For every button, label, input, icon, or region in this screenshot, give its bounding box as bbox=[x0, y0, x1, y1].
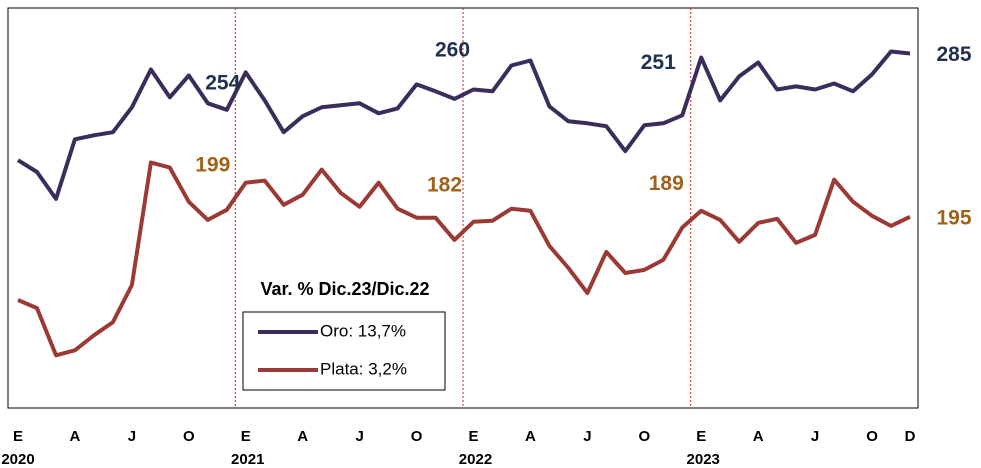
x-tick-label: J bbox=[128, 428, 136, 445]
year-label: 2021 bbox=[231, 451, 264, 468]
legend-label: Oro: 13,7% bbox=[320, 321, 406, 340]
legend-label: Plata: 3,2% bbox=[320, 359, 407, 378]
x-tick-label: E bbox=[13, 428, 23, 445]
line-series bbox=[16, 49, 911, 201]
x-tick-label: J bbox=[355, 428, 363, 445]
x-tick-label: A bbox=[753, 428, 764, 445]
x-tick-label: E bbox=[241, 428, 251, 445]
x-tick-label: O bbox=[183, 428, 195, 445]
line-series bbox=[17, 160, 911, 358]
x-tick-label: A bbox=[525, 428, 536, 445]
data-label: 189 bbox=[649, 172, 684, 195]
legend-title: Var. % Dic.23/Dic.22 bbox=[260, 279, 429, 299]
x-tick-label: D bbox=[905, 428, 916, 445]
x-tick-label: A bbox=[297, 428, 308, 445]
x-tick-label: E bbox=[468, 428, 478, 445]
x-tick-label: A bbox=[70, 428, 81, 445]
x-tick-label: O bbox=[866, 428, 878, 445]
x-tick-label: O bbox=[638, 428, 650, 445]
year-label: 2023 bbox=[687, 451, 720, 468]
data-label: 251 bbox=[641, 51, 676, 74]
data-label: 260 bbox=[435, 38, 470, 61]
year-label: 2022 bbox=[459, 451, 492, 468]
x-tick-label: J bbox=[811, 428, 819, 445]
data-label: 195 bbox=[936, 206, 971, 229]
data-label: 182 bbox=[427, 173, 462, 196]
x-tick-label: O bbox=[411, 428, 423, 445]
data-label: 199 bbox=[195, 153, 230, 176]
year-label: 2020 bbox=[1, 451, 34, 468]
data-label: 285 bbox=[936, 43, 971, 66]
legend-box bbox=[242, 311, 446, 391]
x-tick-label: E bbox=[696, 428, 706, 445]
x-tick-label: J bbox=[583, 428, 591, 445]
data-label: 254 bbox=[205, 71, 240, 94]
